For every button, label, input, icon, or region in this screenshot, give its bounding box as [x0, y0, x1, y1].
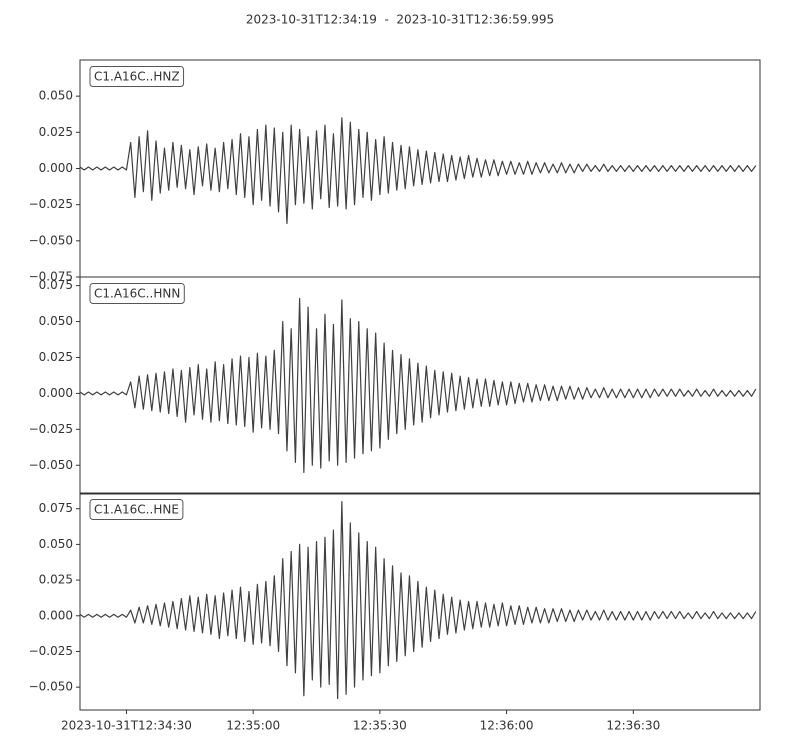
y-tick-label: −0.025: [29, 197, 73, 211]
y-tick-label: −0.075: [29, 270, 73, 284]
x-tick-label: 12:35:30: [353, 719, 407, 733]
y-tick-label: 0.050: [39, 89, 73, 103]
x-tick-label: 12:36:00: [480, 719, 534, 733]
legend-label: C1.A16C..HNZ: [94, 70, 180, 84]
x-tick-label: 12:36:30: [606, 719, 660, 733]
y-tick-label: 0.000: [39, 161, 73, 175]
legend-box: [89, 499, 184, 520]
y-tick-label: −0.050: [29, 680, 73, 694]
axes-frame: [79, 492, 761, 711]
y-tick-label: −0.025: [29, 644, 73, 658]
y-tick-label: −0.050: [29, 233, 73, 247]
y-tick-label: 0.050: [39, 314, 73, 328]
y-tick-label: 0.000: [39, 386, 73, 400]
chart-title: 2023-10-31T12:34:19 - 2023-10-31T12:36:5…: [246, 13, 554, 27]
y-tick-label: 0.050: [39, 537, 73, 551]
waveform: [80, 500, 757, 700]
y-tick-label: 0.075: [39, 501, 73, 515]
axes-frame: [79, 276, 761, 495]
x-tick-label: 12:35:00: [226, 719, 280, 733]
legend-box: [89, 283, 185, 304]
y-tick-label: 0.075: [39, 278, 73, 292]
x-tick-label: 2023-10-31T12:34:30: [61, 719, 192, 733]
waveform: [80, 117, 757, 225]
legend-label: C1.A16C..HNE: [94, 503, 179, 517]
y-tick-label: 0.025: [39, 350, 73, 364]
y-tick-label: −0.025: [29, 422, 73, 436]
legend-box: [89, 66, 185, 87]
y-tick-label: 0.025: [39, 573, 73, 587]
y-tick-label: 0.025: [39, 125, 73, 139]
y-tick-label: −0.050: [29, 458, 73, 472]
waveform: [80, 297, 757, 474]
legend-label: C1.A16C..HNN: [94, 287, 180, 301]
y-tick-label: 0.000: [39, 608, 73, 622]
